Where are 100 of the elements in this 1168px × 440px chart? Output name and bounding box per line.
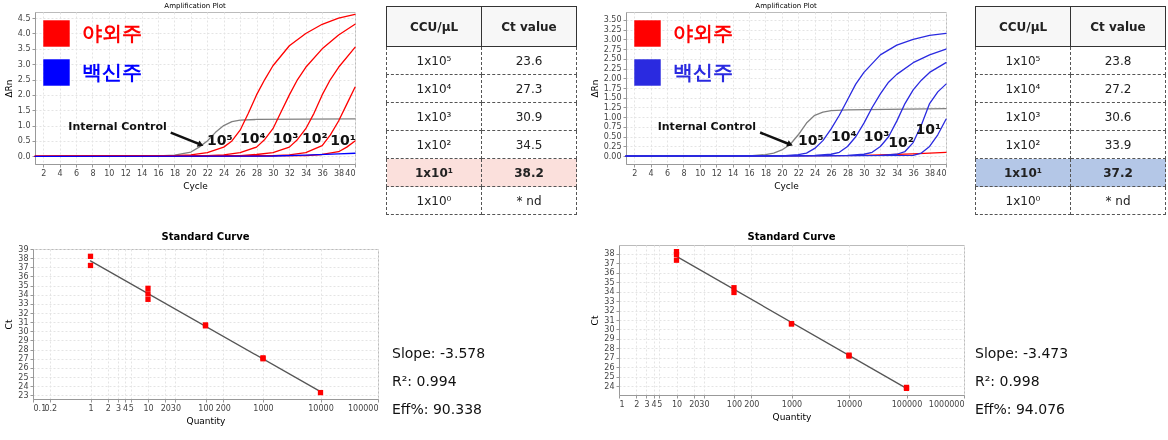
- annotation: Internal Control: [68, 119, 167, 133]
- y-tick-label: 3.25: [603, 25, 622, 35]
- y-tick-label: 1.25: [603, 102, 622, 112]
- x-tick-label: 36: [908, 168, 919, 178]
- x-axis-title: Quantity: [186, 415, 227, 426]
- y-tick-label: 34: [604, 287, 615, 297]
- x-tick-label: 2: [41, 168, 47, 178]
- y-tick-label: 2.75: [603, 44, 622, 54]
- annotation: 10⁴: [239, 130, 266, 147]
- category-label: 1x10²: [975, 130, 1071, 159]
- x-tick-label: 16: [744, 168, 755, 178]
- text: Ct value: [1070, 6, 1166, 47]
- y-tick-label: 3.0: [17, 59, 31, 69]
- chart-title: Standard Curve: [161, 231, 250, 242]
- x-tick-label: 14: [728, 168, 739, 178]
- y-tick-label: 2.25: [603, 64, 622, 74]
- x-tick-label: 2: [632, 168, 638, 178]
- y-tick-label: 0.00: [603, 151, 622, 161]
- x-tick-label: 14: [137, 168, 148, 178]
- y-tick-label: 2.50: [603, 54, 622, 64]
- y-tick-label: 31: [18, 317, 29, 327]
- x-tick-label: 30: [699, 399, 710, 409]
- text: * nd: [516, 193, 542, 208]
- y-tick-label: 29: [18, 335, 29, 345]
- y-tick-label: 33: [18, 299, 29, 309]
- y-tick-label: 24: [604, 381, 615, 391]
- category-label: 1x10³: [386, 102, 482, 131]
- x-tick-label: 100000: [347, 403, 379, 413]
- y-tick-label: 35: [18, 281, 29, 291]
- y-tick-label: 32: [18, 308, 29, 318]
- y-tick-label: 1.75: [603, 83, 622, 93]
- annotation: 10²: [302, 130, 328, 147]
- y-tick-label: 30: [18, 326, 29, 336]
- text: 27.2: [1104, 81, 1132, 96]
- x-tick-label: 1: [619, 399, 625, 409]
- y-tick-label: 3.00: [603, 34, 622, 44]
- x-tick-label: 34: [892, 168, 903, 178]
- x-tick-label: 40: [345, 168, 356, 178]
- x-tick-label: 12: [711, 168, 722, 178]
- text: CCU/μL: [386, 6, 482, 47]
- category-label: 1x10⁰: [975, 186, 1071, 215]
- y-tick-label: 31: [604, 315, 615, 325]
- y-tick-label: 3.5: [17, 44, 31, 54]
- y-tick-label: 35: [604, 277, 615, 287]
- y-tick-label: 2.0: [17, 90, 31, 100]
- legend-label: 야외주: [673, 20, 733, 45]
- y-tick-label: 4.5: [17, 13, 31, 23]
- text: 30.6: [1104, 109, 1132, 124]
- x-tick-label: 100: [726, 399, 743, 409]
- x-axis-title: Quantity: [772, 411, 813, 422]
- annotation: 10⁵: [207, 131, 233, 148]
- y-axis-title: ΔRn: [3, 79, 14, 98]
- y-tick-label: 24: [18, 381, 29, 391]
- y-tick-label: 26: [18, 363, 29, 373]
- x-tick-label: 2: [634, 399, 640, 409]
- y-tick-label: 23: [18, 390, 29, 400]
- category-label: 1x10¹: [975, 158, 1071, 187]
- y-tick-label: 0.0: [17, 151, 31, 161]
- x-tick-label: 18: [169, 168, 181, 178]
- x-tick-label: 5: [128, 403, 134, 413]
- annotation: 10¹: [330, 131, 356, 148]
- x-tick-label: 10: [104, 168, 115, 178]
- y-axis-title: ΔRn: [589, 79, 600, 98]
- category-label: 1x10⁴: [975, 74, 1071, 103]
- annotation: Internal Control: [657, 119, 757, 133]
- y-tick-label: 1.0: [17, 121, 31, 131]
- y-tick-label: 27: [18, 354, 29, 364]
- y-tick-label: 25: [18, 372, 29, 382]
- y-tick-label: 32: [604, 306, 615, 316]
- x-tick-label: 10: [695, 168, 706, 178]
- x-tick-label: 4: [57, 168, 63, 178]
- legend-label: 백신주: [673, 59, 733, 84]
- y-tick-label: 27: [604, 353, 615, 363]
- x-tick-label: 10000: [836, 399, 863, 409]
- legend-label: 백신주: [82, 59, 142, 84]
- category-label: 1x10³: [975, 102, 1071, 131]
- x-tick-label: 6: [73, 168, 80, 178]
- x-tick-label: 32: [875, 168, 886, 178]
- y-tick-label: 36: [18, 271, 29, 281]
- category-label: 1x10⁵: [975, 46, 1071, 75]
- x-tick-label: 28: [842, 168, 854, 178]
- text: R²: 0.994: [392, 373, 458, 389]
- text: Eff%: 90.338: [392, 401, 483, 417]
- y-tick-label: 0.25: [603, 141, 622, 151]
- y-tick-label: 3.50: [603, 15, 622, 25]
- y-tick-label: 4.0: [17, 28, 31, 38]
- y-tick-label: 36: [604, 268, 615, 278]
- text: 23.8: [1104, 53, 1132, 68]
- x-axis-title: Cycle: [183, 180, 209, 191]
- x-tick-label: 20: [689, 399, 700, 409]
- y-tick-label: 1.50: [603, 93, 622, 103]
- x-tick-label: 20: [186, 168, 197, 178]
- x-tick-label: 30: [170, 403, 182, 413]
- x-tick-label: 100000: [891, 399, 923, 409]
- x-tick-label: 24: [810, 168, 821, 178]
- x-tick-label: 3: [644, 399, 650, 409]
- x-tick-label: 16: [153, 168, 164, 178]
- category-label: 1x10⁵: [386, 46, 482, 75]
- x-tick-label: 4: [651, 399, 657, 409]
- x-tick-label: 5: [657, 399, 663, 409]
